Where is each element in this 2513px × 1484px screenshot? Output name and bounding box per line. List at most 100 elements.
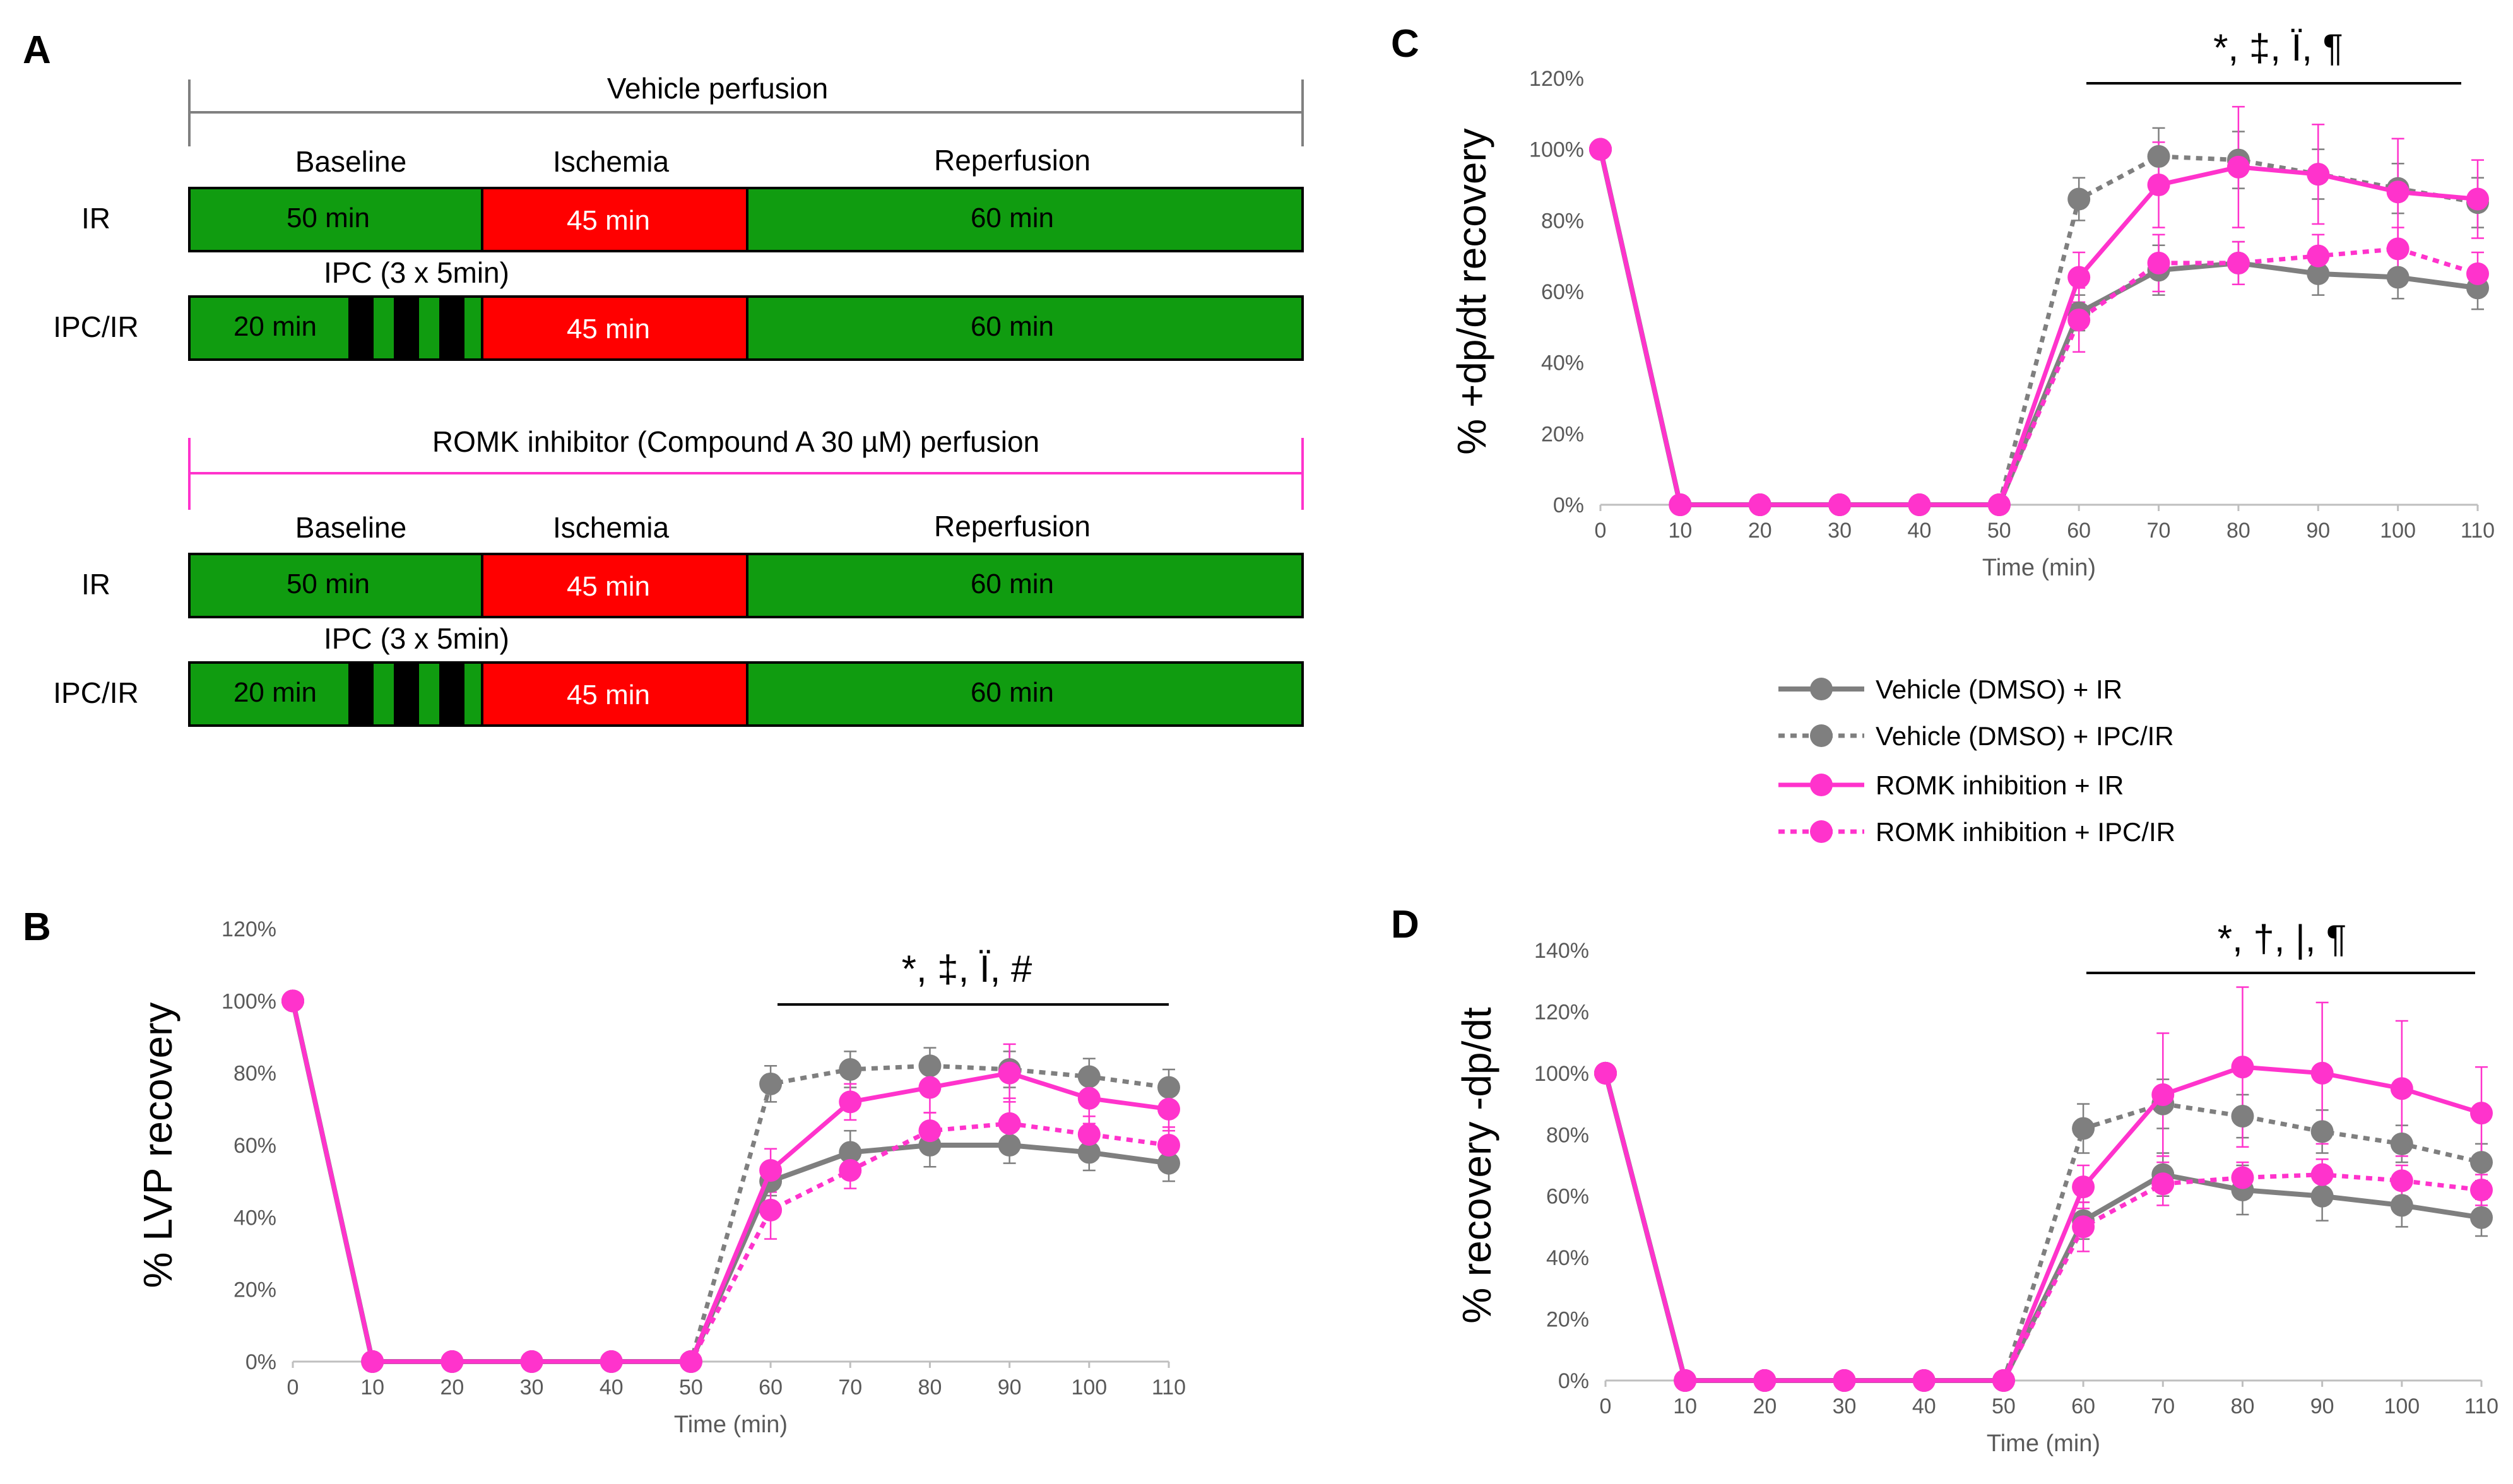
data-point [2310,1120,2334,1143]
romk-ir-ischemia-duration: 45 min [567,571,650,602]
data-point [2072,1215,2095,1239]
x-tick-label: 80 [918,1375,942,1399]
series-line [1603,1064,2483,1383]
x-tick-label: 110 [2464,1394,2498,1418]
panel-a-label: A [23,28,51,72]
legend: Vehicle (DMSO) + IR Vehicle (DMSO) + IPC/… [1778,674,2175,847]
data-point [1157,1151,1180,1175]
phase-reperfusion-label: Reperfusion [934,144,1091,177]
x-tick-label: 110 [2461,519,2495,543]
data-point [1992,1369,2015,1392]
data-point [839,1141,862,1164]
vehicle-ipc-baseline-duration: 20 min [234,311,317,342]
data-point [1828,493,1852,516]
series-line [1598,148,2478,507]
data-point [441,1350,464,1373]
x-tick-label: 0 [1595,519,1607,543]
x-tick-label: 70 [838,1375,862,1399]
y-tick-label: 120% [222,917,276,941]
legend-entry-label: ROMK inhibition + IPC/IR [1876,817,2175,847]
vehicle-perfusion-bracket [188,80,1304,146]
chart-plus-dpdt-recovery: 0 10 20 30 40 50 60 70 80 90 100 110 0% 20% 40% 60% 80% 1… [1449,26,2495,581]
data-point [2067,266,2091,289]
data-point [759,1198,783,1222]
data-point [918,1076,942,1099]
y-tick-label: 20% [1546,1308,1589,1332]
x-tick-label: 60 [759,1375,783,1399]
x-tick-label: 10 [1673,1394,1697,1418]
x-axis-title: Time (min) [674,1411,788,1438]
data-point [998,1061,1021,1085]
data-point [1833,1369,1856,1392]
chart-minus-dpdt-recovery: 0 10 20 30 40 50 60 70 80 90 100 110 0% 20% 40% 60% 80% 1… [1454,917,2498,1457]
data-point [1753,1369,1777,1392]
vehicle-perfusion-title: Vehicle perfusion [607,72,828,105]
y-tick-label: 80% [1541,209,1584,233]
legend-entry-label: Vehicle (DMSO) + IR [1876,674,2122,704]
data-point [1077,1065,1101,1088]
data-point [759,1159,783,1182]
x-tick-label: 80 [2226,519,2250,543]
series-line [290,1000,1169,1364]
panel-c-label: C [1391,22,1419,66]
phase-reperfusion-label-2: Reperfusion [934,510,1091,543]
data-point [998,1112,1021,1135]
data-point [679,1350,702,1373]
data-point [1748,493,1771,516]
data-point [2466,262,2489,285]
data-point [520,1350,543,1373]
series-line [1598,148,2478,507]
y-tick-label: 120% [1529,67,1584,91]
data-point [1077,1141,1101,1164]
data-point [759,1072,783,1095]
x-tick-label: 100 [2384,1394,2420,1418]
series-line [1598,148,2479,507]
y-tick-label: 120% [1534,1000,1589,1024]
romk-ir-baseline-duration: 50 min [287,568,370,599]
data-point [2231,1056,2254,1079]
y-tick-label: 100% [1529,138,1584,162]
data-point [2470,1151,2493,1174]
x-tick-label: 110 [1152,1375,1186,1399]
data-point [2390,1194,2413,1217]
data-point [1077,1086,1101,1110]
data-point [2390,1077,2413,1100]
panel-d-label: D [1391,903,1419,946]
y-tick-label: 140% [1534,939,1589,963]
row-ipc-label: IPC/IR [53,310,138,343]
data-point [1077,1122,1101,1146]
data-point [2147,251,2170,274]
x-tick-label: 50 [679,1375,703,1399]
x-tick-label: 60 [2071,1394,2095,1418]
series-line [1603,1072,2482,1383]
data-point [2226,155,2250,179]
x-tick-label: 40 [1908,519,1932,543]
legend-entry-label: Vehicle (DMSO) + IPC/IR [1876,721,2174,751]
romk-ir-timeline [188,553,1304,618]
x-tick-label: 0 [1600,1394,1612,1418]
data-point [918,1119,942,1143]
data-point [918,1054,942,1078]
data-point [1908,493,1931,516]
y-tick-label: 20% [234,1278,276,1302]
phase-baseline-label: Baseline [295,145,406,178]
x-tick-label: 70 [2147,519,2171,543]
y-tick-label: 0% [245,1350,276,1374]
data-point [2072,1117,2095,1140]
vehicle-ipc-timeline [188,295,1304,361]
data-point [2386,266,2410,289]
vehicle-ipc-ischemia-duration: 45 min [567,314,650,344]
data-point [2470,1102,2493,1125]
y-tick-label: 40% [234,1206,276,1230]
y-tick-label: 60% [1541,280,1584,304]
row-ipc-label-2: IPC/IR [53,676,138,709]
x-tick-label: 30 [520,1375,544,1399]
legend-swatch-marker [1810,678,1833,700]
romk-ipc-note: IPC (3 x 5min) [324,622,509,655]
y-axis-title: % recovery -dp/dt [1454,1007,1499,1324]
x-tick-label: 80 [2231,1394,2255,1418]
data-point [2390,1169,2413,1192]
data-point [2231,1166,2254,1189]
data-point [1589,138,1612,161]
